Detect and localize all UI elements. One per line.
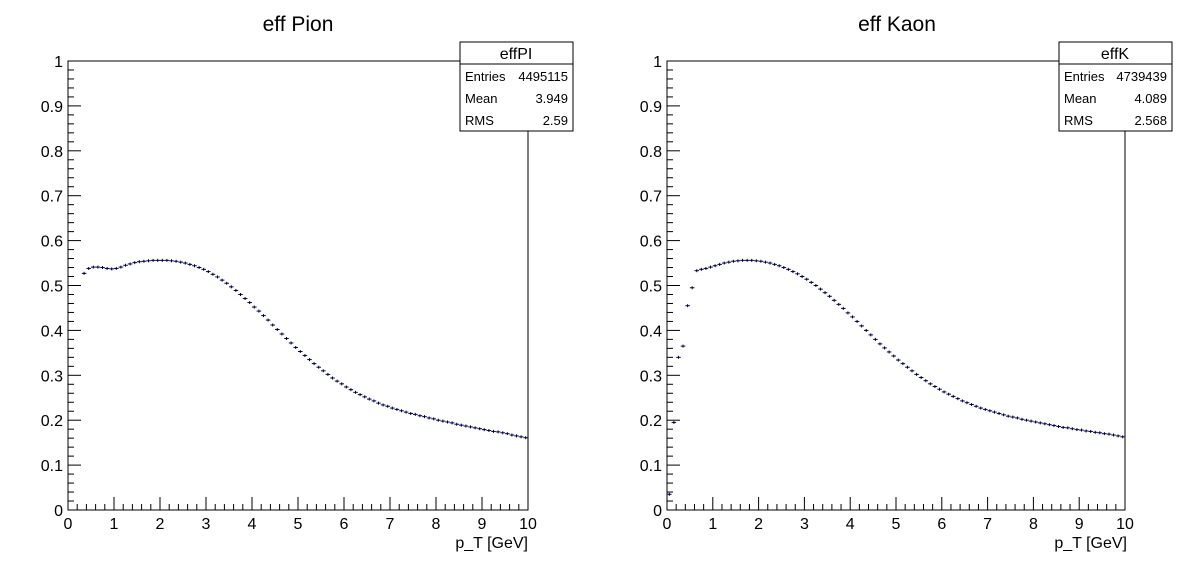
kaon-efficiency-panel: eff Kaon 0 0.1 0.2 0.3 0.4 0.5 0.6 0.7 0.8 0.9 1 0… (640, 13, 1173, 552)
x-tick-label-pion: 10 (519, 516, 537, 533)
x-tick-label-kaon: 3 (800, 516, 809, 533)
stats-label-mean-kaon: Mean (1064, 91, 1097, 106)
y-tick-label-kaon: 0.5 (640, 279, 662, 296)
stats-value-entries-kaon: 4739439 (1116, 69, 1167, 84)
y-tick-labels-pion: 0 0.1 0.2 0.3 0.4 0.5 0.6 0.7 0.8 0.9 1 (41, 54, 63, 520)
x-tick-label-pion: 6 (340, 516, 349, 533)
x-axis-label-pion: p_T [GeV] (455, 535, 528, 552)
stats-label-mean-pion: Mean (465, 91, 498, 106)
y-tick-label-kaon: 0.6 (640, 234, 662, 251)
y-tick-label-kaon: 0.1 (640, 458, 662, 475)
x-tick-label-kaon: 8 (1029, 516, 1038, 533)
x-tick-label-kaon: 0 (663, 516, 672, 533)
histogram-bins-kaon (667, 258, 1125, 496)
x-tick-label-kaon: 7 (983, 516, 992, 533)
histogram-bins-pion (81, 258, 528, 440)
stats-value-entries-pion: 4495115 (518, 69, 568, 84)
y-tick-label-pion: 0.5 (41, 279, 63, 296)
axis-ticks-kaon (666, 60, 1126, 511)
x-tick-label-pion: 8 (432, 516, 441, 533)
x-axis-label-kaon: p_T [GeV] (1054, 535, 1127, 552)
y-tick-label-kaon: 0.4 (640, 323, 662, 340)
stats-value-rms-pion: 2.59 (543, 113, 568, 128)
stats-value-rms-kaon: 2.568 (1134, 113, 1167, 128)
y-tick-label-pion: 0.4 (41, 323, 63, 340)
y-tick-label-kaon: 0.2 (640, 413, 662, 430)
chart-title-pion: eff Pion (263, 13, 334, 36)
y-tick-label-kaon: 0.8 (640, 144, 662, 161)
x-tick-label-pion: 4 (248, 516, 257, 533)
x-tick-labels-kaon: 0 1 2 3 4 5 6 7 8 9 10 (663, 516, 1134, 533)
y-tick-label-pion: 0.7 (41, 189, 63, 206)
y-tick-label-pion: 0.8 (41, 144, 63, 161)
x-tick-label-pion: 7 (386, 516, 395, 533)
pion-efficiency-panel: eff Pion 0 0.1 0.2 0.3 0.4 0.5 0.6 0.7 0.8 0.9 1 0… (41, 13, 574, 552)
stats-label-entries-kaon: Entries (1064, 69, 1105, 84)
stats-value-mean-kaon: 4.089 (1134, 91, 1167, 106)
y-tick-label-pion: 1 (54, 54, 63, 71)
x-tick-label-pion: 5 (294, 516, 303, 533)
y-tick-labels-kaon: 0 0.1 0.2 0.3 0.4 0.5 0.6 0.7 0.8 0.9 1 (640, 54, 662, 520)
y-tick-label-kaon: 1 (653, 54, 662, 71)
stats-name-kaon: effK (1101, 46, 1130, 63)
y-tick-label-kaon: 0.3 (640, 368, 662, 385)
x-tick-label-kaon: 5 (892, 516, 901, 533)
x-tick-label-kaon: 6 (937, 516, 946, 533)
plot-frame-kaon (666, 60, 1126, 511)
y-tick-label-pion: 0.6 (41, 234, 63, 251)
y-tick-label-pion: 0.1 (41, 458, 63, 475)
stats-box-kaon: effK Entries 4739439 Mean 4.089 RMS 2.56… (1058, 41, 1173, 132)
y-tick-label-kaon: 0.7 (640, 189, 662, 206)
plot-frame-pion (67, 60, 529, 511)
x-tick-label-kaon: 10 (1116, 516, 1134, 533)
stats-label-rms-kaon: RMS (1064, 113, 1093, 128)
stats-name-pion: effPI (500, 46, 533, 63)
chart-title-kaon: eff Kaon (858, 13, 936, 36)
stats-box-pion: effPI Entries 4495115 Mean 3.949 RMS 2.5… (459, 41, 574, 132)
x-tick-label-kaon: 4 (846, 516, 855, 533)
y-tick-label-pion: 0 (54, 503, 63, 520)
axis-ticks-pion (67, 60, 529, 511)
x-tick-label-kaon: 9 (1075, 516, 1084, 533)
y-tick-label-pion: 0.9 (41, 99, 63, 116)
stats-label-entries-pion: Entries (465, 69, 506, 84)
y-tick-label-pion: 0.2 (41, 413, 63, 430)
stats-value-mean-pion: 3.949 (535, 91, 568, 106)
x-tick-label-pion: 1 (110, 516, 119, 533)
x-tick-label-kaon: 2 (754, 516, 763, 533)
stats-label-rms-pion: RMS (465, 113, 494, 128)
y-tick-label-kaon: 0 (653, 503, 662, 520)
x-tick-label-pion: 9 (478, 516, 487, 533)
x-tick-label-pion: 2 (156, 516, 165, 533)
x-tick-labels-pion: 0 1 2 3 4 5 6 7 8 9 10 (64, 516, 537, 533)
x-tick-label-pion: 3 (202, 516, 211, 533)
x-tick-label-pion: 0 (64, 516, 73, 533)
y-tick-label-pion: 0.3 (41, 368, 63, 385)
y-tick-label-kaon: 0.9 (640, 99, 662, 116)
x-tick-label-kaon: 1 (708, 516, 717, 533)
